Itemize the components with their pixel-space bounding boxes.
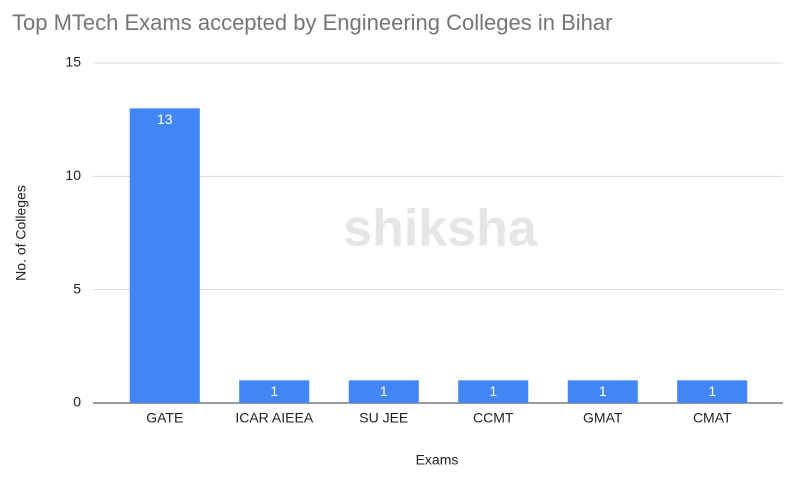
watermark: shiksha <box>343 200 538 258</box>
bar <box>567 380 638 403</box>
x-tick-label: SU JEE <box>359 410 408 426</box>
bar <box>677 380 748 403</box>
bar <box>239 380 310 403</box>
bar <box>458 380 529 403</box>
x-axis-label: Exams <box>416 452 459 468</box>
y-tick-label: 5 <box>73 280 81 296</box>
bar <box>348 380 419 403</box>
x-tick-label: ICAR AIEEA <box>235 410 313 426</box>
y-axis-label: No. of Colleges <box>13 185 29 281</box>
x-tick-label: GMAT <box>583 410 623 426</box>
data-label: 1 <box>380 383 388 399</box>
chart-title: Top MTech Exams accepted by Engineering … <box>12 10 612 35</box>
data-label: 1 <box>708 383 716 399</box>
data-label: 1 <box>599 383 607 399</box>
x-tick-label: GATE <box>146 410 183 426</box>
data-label: 13 <box>157 111 173 127</box>
bar <box>129 108 200 403</box>
x-tick-label: CMAT <box>693 410 732 426</box>
y-tick-label: 0 <box>73 394 81 410</box>
y-tick-label: 15 <box>65 54 81 70</box>
data-label: 1 <box>489 383 497 399</box>
x-tick-label: CCMT <box>473 410 514 426</box>
data-label: 1 <box>270 383 278 399</box>
y-tick-label: 10 <box>65 167 81 183</box>
